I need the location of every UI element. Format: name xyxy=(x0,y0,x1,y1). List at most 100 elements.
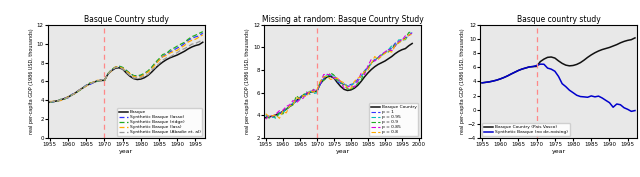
Synthetic Basque (ridge) xyxy=(188,36,196,38)
Synthetic Basque (lass) xyxy=(57,99,65,102)
Synthetic Basque (no de-noising) xyxy=(562,85,570,88)
Synthetic Basque (ridge) xyxy=(148,66,156,68)
Synthetic Basque (no de-noising) xyxy=(569,92,577,94)
Synthetic Basque (Abadie et. al) xyxy=(93,80,101,82)
Synthetic Basque (Abadie et. al) xyxy=(75,89,83,91)
Basque xyxy=(111,67,119,69)
Synthetic Basque (lass) xyxy=(83,85,90,87)
p = 1 xyxy=(385,49,392,51)
Basque Country (Pais Vasco) xyxy=(529,65,537,68)
p = 0.95 xyxy=(320,76,328,78)
Basque Country (Pais Vasco) xyxy=(616,42,624,44)
p = 0.9 xyxy=(391,43,399,45)
Synthetic Basque (ridge) xyxy=(144,70,152,72)
p = 0.9 xyxy=(371,58,379,61)
Basque Country xyxy=(395,50,403,52)
p = 0.9 xyxy=(378,54,385,56)
Basque Country (Pais Vasco) xyxy=(504,75,511,77)
Basque Country (Pais Vasco) xyxy=(569,64,577,67)
p = 1 xyxy=(395,41,403,43)
Basque xyxy=(46,101,54,103)
Basque Country (Pais Vasco) xyxy=(562,64,570,66)
Synthetic Basque (Abadie et. al) xyxy=(141,75,148,77)
Synthetic Basque (lasso) xyxy=(57,99,65,101)
p = 0.9 xyxy=(330,74,338,76)
p = 0.9 xyxy=(296,98,304,100)
Synthetic Basque (Abadie et. al) xyxy=(195,41,203,43)
p = 0.9 xyxy=(282,108,290,110)
p = 1 xyxy=(300,93,307,96)
p = 0.9 xyxy=(323,76,331,78)
p = 0.95 xyxy=(354,80,362,82)
Basque Country (Pais Vasco) xyxy=(547,56,555,58)
Basque Country xyxy=(279,110,287,113)
p = 0.9 xyxy=(300,94,307,96)
Basque xyxy=(177,52,185,54)
Synthetic Basque (Abadie et. al) xyxy=(122,71,130,73)
Synthetic Basque (ridge) xyxy=(75,90,83,92)
Synthetic Basque (ridge) xyxy=(86,82,93,84)
Synthetic Basque (lass) xyxy=(104,73,112,75)
Basque Country xyxy=(388,55,396,58)
Basque Country (Pais Vasco) xyxy=(489,80,497,82)
Basque xyxy=(115,67,123,69)
Basque Country (Pais Vasco) xyxy=(566,65,573,67)
Basque Country (Pais Vasco) xyxy=(598,48,606,51)
Basque Country xyxy=(282,108,290,110)
Synthetic Basque (lasso) xyxy=(83,84,90,86)
Synthetic Basque (lass) xyxy=(141,73,148,75)
Basque Country (Pais Vasco) xyxy=(605,46,613,48)
Basque xyxy=(188,46,196,48)
Synthetic Basque (ridge) xyxy=(173,45,181,47)
p = 0.8 xyxy=(361,70,369,72)
p = 0.85 xyxy=(276,110,284,112)
Synthetic Basque (Abadie et. al) xyxy=(156,62,163,65)
Synthetic Basque (ridge) xyxy=(72,92,79,95)
Synthetic Basque (lasso) xyxy=(173,47,181,49)
p = 0.95 xyxy=(371,59,379,61)
Synthetic Basque (Abadie et. al) xyxy=(50,100,58,102)
Basque Country xyxy=(361,76,369,78)
Legend: Basque Country, p = 1, p = 0.95, p = 0.9, p = 0.85, p = 0.8: Basque Country, p = 1, p = 0.95, p = 0.9… xyxy=(369,103,419,136)
Basque xyxy=(75,89,83,92)
p = 0.8 xyxy=(385,50,392,52)
Synthetic Basque (lasso) xyxy=(46,101,54,103)
Synthetic Basque (no de-noising) xyxy=(566,89,573,91)
p = 0.95 xyxy=(266,116,273,118)
Synthetic Basque (lasso) xyxy=(108,69,116,71)
p = 0.8 xyxy=(357,75,365,77)
p = 0.95 xyxy=(385,49,392,51)
p = 0.85 xyxy=(269,115,276,117)
Synthetic Basque (Abadie et. al) xyxy=(64,96,72,99)
Synthetic Basque (lass) xyxy=(156,59,163,61)
p = 0.95 xyxy=(391,45,399,48)
Basque xyxy=(79,87,86,89)
Synthetic Basque (lass) xyxy=(75,89,83,92)
p = 1 xyxy=(378,53,385,55)
Basque Country (Pais Vasco) xyxy=(558,62,566,64)
Synthetic Basque (Abadie et. al) xyxy=(79,87,86,90)
p = 0.95 xyxy=(313,92,321,94)
Synthetic Basque (no de-noising) xyxy=(605,102,613,104)
Synthetic Basque (lass) xyxy=(188,39,196,41)
p = 0.95 xyxy=(361,71,369,73)
p = 0.85 xyxy=(395,40,403,42)
p = 0.9 xyxy=(398,39,406,42)
Basque xyxy=(50,101,58,103)
Y-axis label: real per-capita GDP (1986 USD, thousands): real per-capita GDP (1986 USD, thousands… xyxy=(460,29,465,134)
Synthetic Basque (lasso) xyxy=(180,42,188,44)
Synthetic Basque (lasso) xyxy=(104,73,112,75)
p = 0.9 xyxy=(357,79,365,81)
p = 0.9 xyxy=(326,72,334,74)
p = 0.8 xyxy=(313,89,321,91)
Basque xyxy=(104,73,112,75)
p = 0.9 xyxy=(344,88,351,90)
p = 0.9 xyxy=(262,116,269,118)
p = 0.9 xyxy=(367,62,375,64)
Basque Country (Pais Vasco) xyxy=(536,61,544,63)
Basque Country xyxy=(344,89,351,92)
Synthetic Basque (lasso) xyxy=(184,39,192,41)
Synthetic Basque (lasso) xyxy=(195,35,203,37)
Synthetic Basque (Abadie et. al) xyxy=(83,84,90,87)
Synthetic Basque (lass) xyxy=(122,70,130,72)
